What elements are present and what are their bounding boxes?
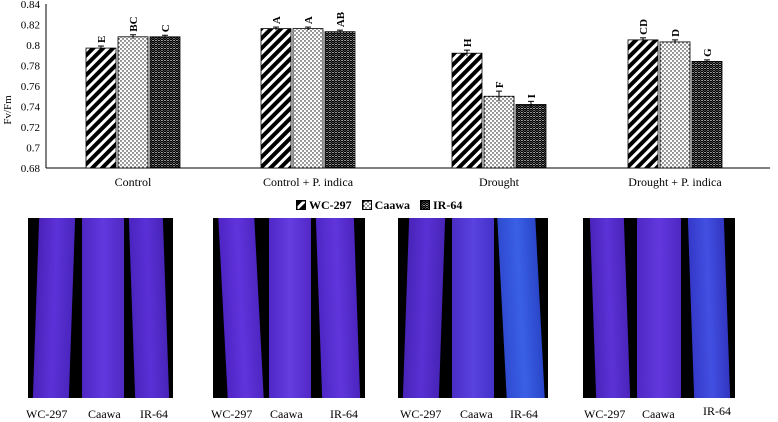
bar-caawa [483, 95, 515, 169]
x-category-label: Control + P. indica [263, 175, 354, 189]
legend-label-ir64: IR-64 [433, 197, 463, 212]
significance-letter: A [303, 16, 315, 24]
leaf-image-caawa-drought-pindica [637, 218, 681, 398]
y-tick-label: 0.74 [21, 102, 41, 114]
bar-wc297 [85, 47, 117, 169]
image-label-g3-ir64: IR-64 [510, 407, 538, 421]
bar-wc297 [627, 39, 659, 169]
legend-item-ir64: IR-64 [420, 198, 462, 213]
significance-letter: G [702, 48, 714, 57]
leaf-image-wc297-control-pindica [218, 218, 264, 398]
y-tick-label: 0.7 [26, 143, 40, 155]
significance-letter: CD [638, 19, 650, 35]
image-label-g2-wc297: WC-297 [211, 407, 253, 421]
leaf-image-group-3 [398, 218, 548, 398]
image-label-g2-caawa: Caawa [270, 407, 303, 421]
y-tick-label: 0.82 [21, 20, 40, 32]
bar-caawa [659, 41, 691, 169]
image-label-g4-wc297: WC-297 [584, 407, 626, 421]
x-category-label: Drought [479, 175, 520, 189]
chart-legend: WC-297 Caawa IR-64 [296, 197, 462, 213]
legend-label-wc297: WC-297 [309, 197, 352, 212]
leaf-image-caawa-control-pindica [269, 218, 311, 398]
leaf-image-ir64-drought [497, 218, 545, 398]
fvfm-bar-chart: 0.68 0.7 0.72 0.74 0.76 0.78 0.8 0.82 0.84 E BC C A… [2, 0, 770, 189]
leaf-image-wc297-drought-pindica [589, 218, 631, 398]
bar-wc297 [260, 28, 292, 169]
image-label-g1-wc297: WC-297 [26, 407, 68, 421]
leaf-image-group-4 [583, 218, 735, 398]
image-label-g1-ir64: IR-64 [140, 407, 168, 421]
image-label-g3-wc297: WC-297 [400, 407, 442, 421]
leaf-image-group-1 [28, 218, 173, 398]
leaf-image-ir64-control-pindica [315, 218, 361, 398]
x-category-label: Drought + P. indica [628, 175, 722, 189]
legend-swatch-ir64 [420, 200, 431, 210]
bar-ir64 [691, 61, 723, 169]
leaf-image-caawa-control [82, 218, 124, 398]
image-label-g4-caawa: Caawa [642, 407, 675, 421]
y-tick-label: 0.72 [21, 122, 40, 134]
legend-item-wc297: WC-297 [296, 198, 352, 213]
leaf-image-ir64-control [128, 218, 170, 398]
significance-letter: A [271, 16, 283, 24]
significance-letter: F [494, 81, 506, 88]
image-label-g1-caawa: Caawa [88, 407, 121, 421]
significance-letter: BC [128, 16, 140, 31]
y-tick-label: 0.76 [21, 81, 41, 93]
legend-swatch-wc297 [296, 200, 306, 210]
significance-letter: I [526, 94, 538, 98]
significance-letter: E [96, 36, 108, 43]
significance-letter: C [160, 24, 172, 32]
y-tick-label: 0.8 [26, 40, 40, 52]
image-label-g4-ir64: IR-64 [703, 404, 731, 418]
legend-item-caawa: Caawa [361, 197, 411, 213]
y-axis-label: Fv/Fm [2, 95, 14, 125]
y-tick-label: 0.78 [21, 61, 41, 73]
significance-letter: D [670, 29, 682, 37]
bar-wc297 [451, 52, 483, 169]
bar-ir64 [515, 104, 547, 169]
leaf-image-ir64-drought-pindica [687, 218, 731, 398]
image-label-g2-ir64: IR-64 [330, 407, 358, 421]
y-tick-label: 0.68 [21, 163, 41, 175]
y-tick-label: 0.84 [21, 0, 41, 11]
bar-caawa [292, 28, 324, 169]
leaf-image-group-2 [213, 218, 365, 398]
bar-caawa [117, 36, 149, 169]
leaf-image-wc297-drought [402, 218, 446, 398]
legend-label-caawa: Caawa [374, 197, 411, 212]
significance-letter: H [462, 38, 474, 47]
bar-ir64 [149, 36, 181, 169]
leaf-image-wc297-control [32, 218, 76, 398]
x-category-label: Control [115, 175, 152, 189]
legend-swatch-caawa [361, 200, 372, 210]
leaf-fluorescence-images: WC-297 Caawa IR-64 WC-297 Caawa IR-64 WC… [0, 218, 778, 421]
image-label-g3-caawa: Caawa [460, 407, 493, 421]
significance-letter: AB [335, 11, 347, 27]
leaf-image-caawa-drought [452, 218, 494, 398]
bar-ir64 [324, 31, 356, 169]
